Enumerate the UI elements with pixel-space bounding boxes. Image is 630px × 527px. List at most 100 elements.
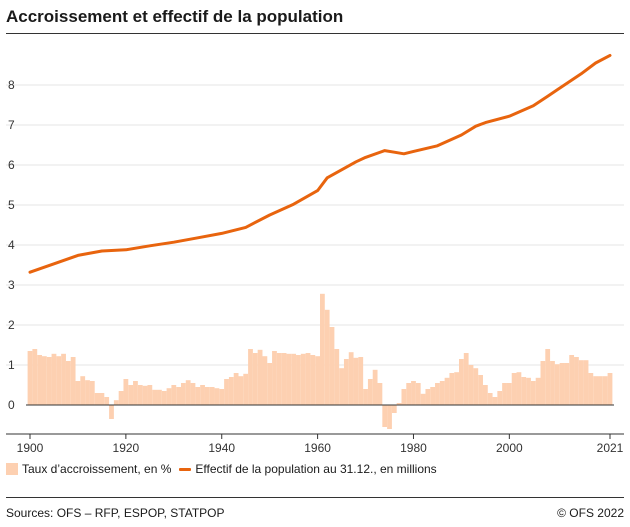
bar-1905 (51, 353, 57, 405)
bar-2008 (545, 349, 551, 405)
bar-1966 (343, 359, 349, 405)
bar-1930 (171, 385, 177, 405)
bar-1998 (497, 391, 503, 405)
bar-1954 (286, 353, 292, 405)
bar-1919 (118, 391, 124, 405)
bar-1915 (99, 393, 105, 405)
bar-1937 (204, 387, 210, 405)
bar-1996 (487, 393, 493, 405)
y-tick-label: 2 (8, 318, 15, 332)
bar-1938 (209, 387, 215, 405)
y-tick-label: 7 (8, 118, 15, 132)
bar-1927 (157, 389, 162, 405)
bar-1917 (109, 405, 114, 419)
bar-1932 (180, 383, 186, 405)
bar-1958 (305, 353, 311, 405)
x-tick-label: 1980 (400, 441, 427, 455)
bar-2009 (550, 361, 555, 405)
top-rule (6, 33, 624, 34)
bar-1974 (382, 405, 388, 427)
bar-1942 (228, 377, 234, 405)
bar-1925 (147, 385, 153, 405)
bar-1959 (310, 355, 316, 405)
bar-2016 (583, 360, 589, 405)
bar-1913 (89, 381, 95, 405)
bar-1955 (291, 353, 297, 405)
x-tick-label: 2000 (496, 441, 523, 455)
chart-title: Accroissement et effectif de la populati… (6, 7, 344, 26)
copyright-text: © OFS 2022 (557, 506, 624, 520)
bar-1963 (329, 327, 335, 405)
x-tick-label: 1960 (304, 441, 331, 455)
bar-1945 (243, 373, 249, 405)
bar-1939 (214, 388, 220, 405)
bar-1921 (128, 385, 134, 405)
bar-1983 (425, 389, 431, 405)
bar-1928 (161, 391, 167, 405)
bar-2013 (569, 355, 575, 405)
bar-1993 (473, 368, 479, 405)
bar-2001 (511, 373, 517, 405)
bar-1973 (377, 383, 383, 405)
bar-1940 (219, 389, 225, 405)
y-tick-label: 4 (8, 238, 15, 252)
bar-1978 (401, 389, 407, 405)
bar-1969 (358, 357, 364, 405)
bar-1997 (492, 397, 498, 405)
bar-1943 (233, 373, 239, 405)
bottom-rule (6, 497, 624, 498)
bar-2005 (530, 381, 536, 405)
y-tick-label: 3 (8, 278, 15, 292)
bar-1914 (94, 393, 100, 405)
x-tick-label: 1920 (113, 441, 140, 455)
bar-swatch-icon (6, 463, 18, 475)
bar-2010 (554, 364, 560, 405)
bar-1946 (248, 349, 253, 405)
y-tick-label: 0 (8, 398, 15, 412)
bar-2015 (578, 360, 584, 405)
bar-1977 (396, 403, 402, 405)
bar-1971 (367, 379, 373, 405)
bar-1995 (482, 385, 488, 405)
bar-2006 (535, 377, 541, 405)
legend-item-line: Effectif de la population au 31.12., en … (179, 462, 437, 476)
bar-1929 (166, 388, 172, 405)
bar-1964 (334, 349, 340, 405)
bar-2017 (588, 373, 594, 405)
bar-1988 (449, 373, 455, 405)
bar-1994 (478, 375, 483, 405)
bar-1920 (123, 379, 129, 405)
bar-2014 (574, 357, 579, 405)
bar-1956 (296, 355, 301, 405)
bar-1957 (300, 353, 306, 405)
y-tick-label: 5 (8, 198, 15, 212)
bar-series (27, 293, 613, 429)
bar-2019 (598, 376, 603, 405)
bar-1944 (238, 376, 244, 405)
x-tick-label: 2021 (597, 441, 624, 455)
bar-1947 (252, 353, 258, 405)
bar-1900 (27, 351, 33, 405)
bar-1980 (411, 381, 416, 405)
x-tick-label: 1940 (208, 441, 235, 455)
bar-1907 (61, 353, 66, 405)
bar-1911 (80, 376, 86, 405)
bar-2021 (607, 373, 613, 405)
legend: Taux d’accroissement, en % Effectif de l… (6, 462, 445, 476)
sources-text: Sources: OFS – RFP, ESPOP, STATPOP (6, 506, 225, 520)
bar-1985 (435, 383, 440, 405)
y-tick-label: 1 (8, 358, 15, 372)
bar-1975 (387, 405, 392, 429)
bar-2011 (559, 363, 565, 405)
bar-1967 (348, 352, 354, 405)
bar-1990 (459, 359, 464, 405)
bar-1982 (420, 393, 426, 405)
bar-1948 (257, 349, 263, 405)
bar-1992 (468, 365, 474, 405)
bar-1912 (85, 380, 90, 405)
bar-1987 (444, 377, 450, 405)
y-tick-label: 8 (8, 78, 15, 92)
bar-2018 (593, 376, 599, 405)
bar-1902 (37, 355, 42, 405)
population-line (28, 53, 612, 274)
